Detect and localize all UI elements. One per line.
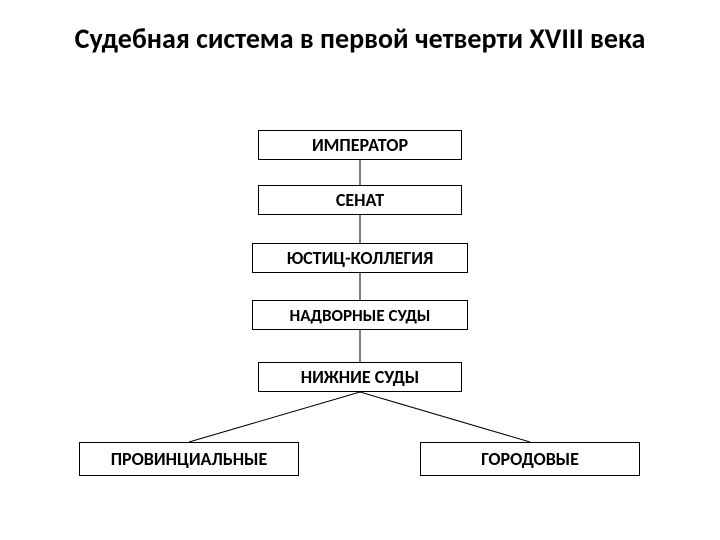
node-justice: ЮСТИЦ-КОЛЛЕГИЯ [252, 243, 468, 273]
node-label: ПРОВИНЦИАЛЬНЫЕ [111, 448, 268, 470]
node-nadvor: НАДВОРНЫЕ СУДЫ [252, 300, 468, 330]
node-label: НАДВОРНЫЕ СУДЫ [289, 305, 430, 326]
node-label: ИМПЕРАТОР [312, 134, 408, 156]
node-lower: НИЖНИЕ СУДЫ [258, 362, 462, 392]
node-emperor: ИМПЕРАТОР [258, 130, 462, 160]
node-label: ГОРОДОВЫЕ [481, 448, 579, 470]
node-provincial: ПРОВИНЦИАЛЬНЫЕ [79, 442, 299, 476]
node-label: СЕНАТ [336, 189, 384, 211]
page-title: Судебная система в первой четверти XVIII… [0, 22, 720, 56]
node-city: ГОРОДОВЫЕ [420, 442, 640, 476]
node-label: НИЖНИЕ СУДЫ [301, 366, 420, 388]
node-senate: СЕНАТ [258, 185, 462, 215]
node-label: ЮСТИЦ-КОЛЛЕГИЯ [287, 247, 434, 269]
